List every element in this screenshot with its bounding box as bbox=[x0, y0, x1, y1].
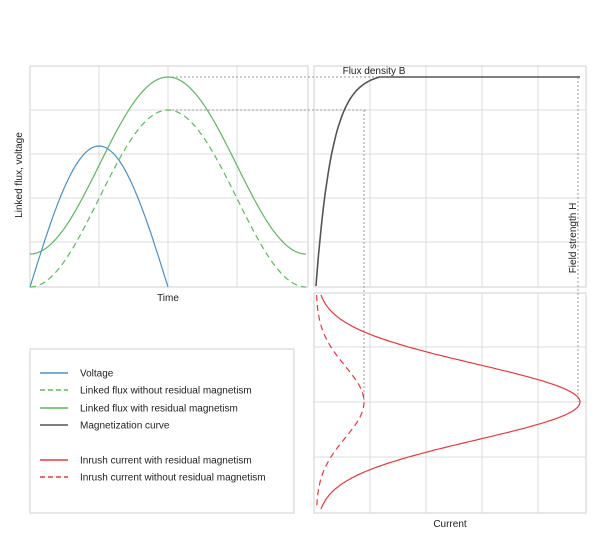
time-axis-label: Time bbox=[157, 293, 179, 304]
curves bbox=[29, 76, 581, 510]
legend-label-5: Inrush current without residual magnetis… bbox=[80, 473, 266, 484]
magnetization-curve bbox=[315, 76, 580, 287]
legend-label-1: Linked flux without residual magnetism bbox=[80, 386, 252, 397]
magnetization-panel-frame bbox=[313, 65, 587, 288]
legend-label-0: Voltage bbox=[80, 369, 114, 380]
legend-label-2: Linked flux with residual magnetism bbox=[80, 404, 238, 415]
legend-label-4: Inrush current with residual magnetism bbox=[80, 456, 252, 467]
legend-label-3: Magnetization curve bbox=[80, 421, 170, 432]
current-panel-frame bbox=[313, 292, 587, 514]
inrush-no-residual-curve bbox=[316, 295, 365, 509]
flux-panel-frame bbox=[29, 65, 309, 288]
flux-density-axis-label: Flux density B bbox=[343, 66, 406, 77]
field-strength-axis-label: Field strength H bbox=[568, 203, 579, 274]
legend-box bbox=[29, 348, 295, 514]
voltage-curve bbox=[29, 145, 169, 288]
flux-no-residual-curve bbox=[29, 109, 307, 288]
linked-flux-voltage-axis-label: Linked flux, voltage bbox=[14, 132, 25, 218]
inrush-residual-curve bbox=[320, 294, 581, 510]
flux-residual-curve bbox=[29, 76, 307, 255]
current-axis-label: Current bbox=[433, 519, 467, 530]
legend: Voltage Linked flux without residual magn… bbox=[29, 348, 295, 514]
